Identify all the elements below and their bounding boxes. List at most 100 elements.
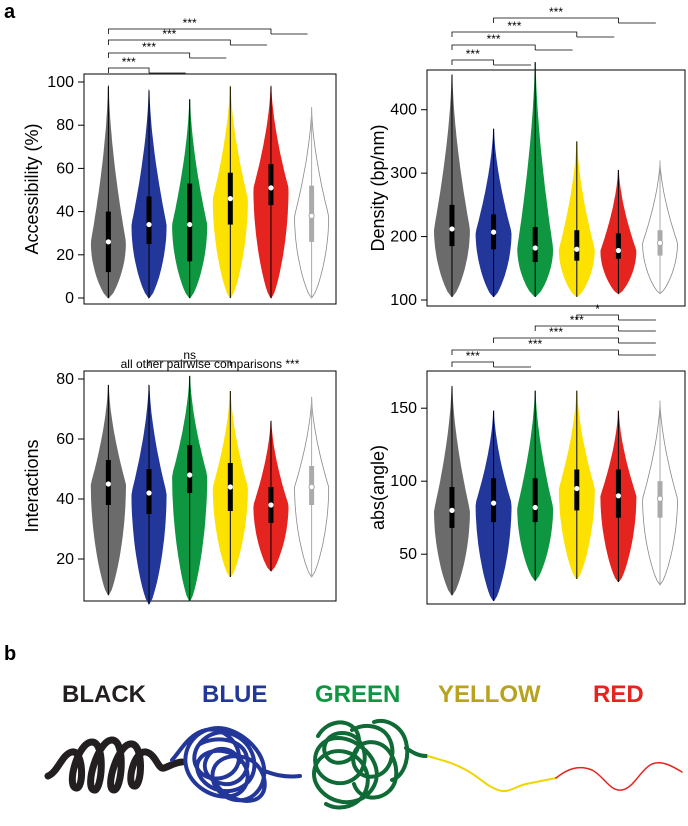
y-tick-label: 50 xyxy=(399,546,417,563)
violin-median-dot xyxy=(449,226,455,232)
violin-iqr-box xyxy=(449,487,455,528)
violin-median-dot xyxy=(490,229,497,235)
violin-median-dot xyxy=(449,507,455,513)
y-tick-label: 60 xyxy=(56,431,74,448)
significance-label: *** xyxy=(487,32,501,46)
y-tick-label: 40 xyxy=(56,204,74,221)
violin-chart-panel: 0 20 40 60 80 100 Accessibility (%) *** *** *** **… xyxy=(22,16,337,307)
significance-label: *** xyxy=(466,47,480,61)
significance-bracket: *** xyxy=(493,325,656,344)
significance-label: *** xyxy=(466,349,480,363)
violin-median-dot xyxy=(227,196,233,202)
comparison-note: all other pairwise comparisons *** xyxy=(121,357,300,371)
significance-bracket: *** xyxy=(107,16,308,35)
y-tick-label: 150 xyxy=(390,400,417,417)
significance-label: *** xyxy=(142,40,156,54)
significance-bracket: * xyxy=(576,302,656,321)
significance-bracket: *** xyxy=(107,40,227,59)
violin-median-dot xyxy=(656,239,664,247)
y-tick-label: 80 xyxy=(56,117,74,134)
y-tick-label: 400 xyxy=(390,102,417,119)
significance-bracket: *** xyxy=(107,55,186,74)
significance-label: *** xyxy=(549,325,563,339)
polymer-label-red: RED xyxy=(593,681,644,708)
green-polymer-chain xyxy=(312,719,428,810)
significance-bracket: *** xyxy=(451,337,656,356)
significance-label: *** xyxy=(183,16,197,30)
y-tick-label: 80 xyxy=(56,371,74,388)
panel-label-b: b xyxy=(4,643,16,665)
violin-median-dot xyxy=(615,493,622,499)
y-tick-label: 20 xyxy=(56,551,74,568)
y-tick-label: 20 xyxy=(56,247,74,264)
violin-median-dot xyxy=(105,239,111,245)
panel-label-a: a xyxy=(4,1,16,23)
significance-bracket: ns xyxy=(148,348,231,366)
violin-median-dot xyxy=(227,484,233,490)
violin-median-dot xyxy=(308,212,315,220)
violin-median-dot xyxy=(187,472,193,478)
violin-iqr-box xyxy=(532,227,538,262)
red-polymer-chain xyxy=(555,761,683,791)
y-tick-label: 200 xyxy=(390,229,417,246)
plot-frame xyxy=(426,370,686,605)
y-tick-label: 300 xyxy=(390,165,417,182)
polymer-illustrations: BLACK BLUE GREEN YELLOW RED xyxy=(44,681,683,810)
violin-iqr-box xyxy=(449,204,455,247)
significance-bracket: *** xyxy=(493,5,656,24)
violin-iqr-box xyxy=(615,233,621,259)
violin-median-dot xyxy=(656,495,664,502)
violin-iqr-box xyxy=(146,196,152,244)
violin-median-dot xyxy=(574,246,580,252)
violin-median-dot xyxy=(105,481,111,487)
plot-frame xyxy=(83,370,337,602)
violin-iqr-box xyxy=(491,478,497,523)
violin-median-dot xyxy=(490,500,497,506)
violin-median-dot xyxy=(268,185,274,191)
plot-frame xyxy=(83,73,337,305)
significance-bracket: *** xyxy=(451,19,615,38)
violin-median-dot xyxy=(615,247,622,254)
polymer-label-yellow: YELLOW xyxy=(438,681,541,708)
violin-median-dot xyxy=(308,483,315,491)
significance-bracket: *** xyxy=(107,27,267,46)
significance-bracket: *** xyxy=(451,32,573,51)
y-axis-label: abs(angle) xyxy=(368,445,388,530)
y-tick-label: 100 xyxy=(47,74,74,91)
y-tick-label: 60 xyxy=(56,160,74,177)
polymer-label-green: GREEN xyxy=(315,681,400,708)
significance-bracket: *** xyxy=(451,349,532,368)
polymer-label-black: BLACK xyxy=(62,681,147,708)
significance-label: *** xyxy=(528,337,542,351)
violin-median-dot xyxy=(187,221,193,228)
significance-label: *** xyxy=(549,5,563,19)
plot-frame xyxy=(426,69,686,307)
violin-median-dot xyxy=(532,504,538,511)
violin-median-dot xyxy=(532,245,538,251)
violin-median-dot xyxy=(146,490,152,496)
polymer-label-blue: BLUE xyxy=(202,681,267,708)
violin-median-dot xyxy=(574,485,580,492)
y-axis-label: Accessibility (%) xyxy=(22,123,42,254)
significance-label: ns xyxy=(183,348,196,362)
significance-label: *** xyxy=(507,19,521,33)
violin-iqr-box xyxy=(187,445,193,493)
violin-iqr-box xyxy=(574,230,580,261)
yellow-polymer-chain xyxy=(427,755,557,793)
violin-median-dot xyxy=(146,221,152,228)
y-axis-label: Interactions xyxy=(22,439,42,532)
black-polymer-chain xyxy=(44,736,186,794)
y-tick-label: 40 xyxy=(56,491,74,508)
y-tick-label: 100 xyxy=(390,473,417,490)
significance-label: *** xyxy=(122,55,136,69)
y-tick-label: 0 xyxy=(65,290,74,307)
significance-label: *** xyxy=(162,27,176,41)
violin-iqr-box xyxy=(268,164,274,206)
violin-iqr-box xyxy=(532,478,538,523)
violin-median-dot xyxy=(268,502,274,508)
